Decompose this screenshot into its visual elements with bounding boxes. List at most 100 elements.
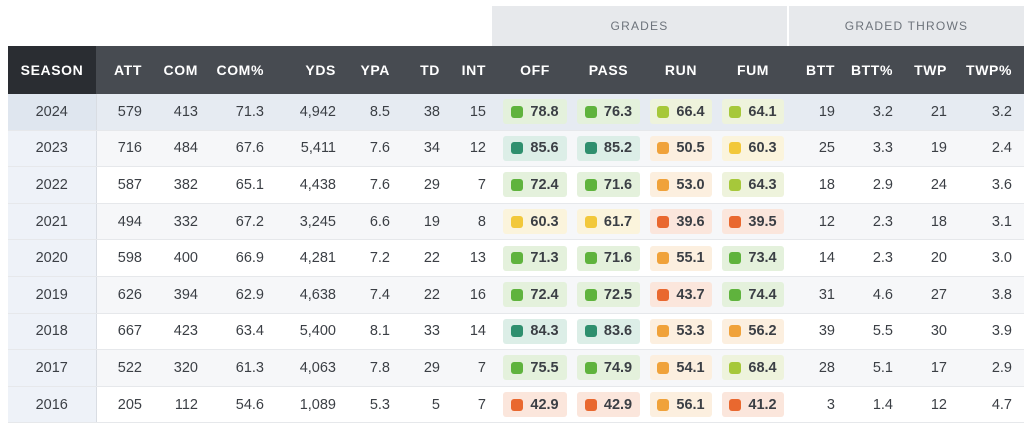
col-header-twp-pct[interactable]: TWP% [959,46,1024,94]
grade-chip: 55.1 [650,245,712,271]
season-stats-table: SEASON ATT COM COM% YDS YPA TD INT OFF P… [8,46,1024,423]
col-header-ypa[interactable]: YPA [348,46,402,94]
cell-att: 494 [96,203,154,241]
table-row[interactable]: 2017 522 320 61.3 4,063 7.8 29 7 75.5 74.9 54.1 68.… [8,349,1024,387]
grade-value: 60.3 [530,213,559,230]
cell-com: 112 [154,386,210,423]
cell-twp-pct: 3.1 [959,203,1024,241]
cell-grade-run: 55.1 [645,239,717,277]
graded-throws-group-header: GRADED THROWS [789,6,1024,46]
col-header-att[interactable]: ATT [96,46,154,94]
grade-value: 42.9 [530,396,559,413]
table-row[interactable]: 2018 667 423 63.4 5,400 8.1 33 14 84.3 83.6 53.3 56… [8,313,1024,351]
table-row[interactable]: 2019 626 394 62.9 4,638 7.4 22 16 72.4 72.5 43.7 74… [8,276,1024,314]
cell-int: 16 [452,276,498,314]
col-header-com[interactable]: COM [154,46,210,94]
cell-int: 15 [452,94,498,131]
grade-value: 74.9 [603,359,633,376]
grade-chip: 71.6 [577,172,640,198]
grade-value: 72.4 [530,286,559,303]
grade-color-square-icon [584,361,597,374]
cell-com-pct: 61.3 [210,349,276,387]
cell-com-pct: 63.4 [210,313,276,351]
col-header-btt-pct[interactable]: BTT% [847,46,905,94]
grade-value: 39.5 [748,213,777,230]
cell-season: 2021 [8,203,97,241]
cell-btt: 25 [789,130,847,168]
cell-com-pct: 65.1 [210,166,276,204]
table-row[interactable]: 2021 494 332 67.2 3,245 6.6 19 8 60.3 61.7 39.6 39.… [8,203,1024,241]
cell-yds: 4,438 [276,166,348,204]
grade-chip: 60.3 [722,135,784,161]
cell-grade-fum: 74.4 [717,276,789,314]
cell-grade-fum: 41.2 [717,386,789,423]
cell-ypa: 7.8 [348,349,402,387]
cell-att: 626 [96,276,154,314]
grade-chip: 72.4 [503,282,567,308]
grade-chip: 39.5 [722,209,784,235]
grade-color-square-icon [584,398,597,411]
cell-grade-fum: 73.4 [717,239,789,277]
grade-value: 54.1 [676,359,705,376]
grade-color-square-icon [511,398,524,411]
cell-grade-off: 85.6 [498,130,572,168]
grade-value: 55.1 [676,250,705,267]
grade-value: 84.3 [530,323,559,340]
cell-yds: 3,245 [276,203,348,241]
grade-color-square-icon [657,178,670,191]
table-row[interactable]: 2020 598 400 66.9 4,281 7.2 22 13 71.3 71.6 55.1 73… [8,239,1024,277]
col-header-season[interactable]: SEASON [8,46,96,94]
col-header-td[interactable]: TD [402,46,452,94]
grade-value: 71.3 [530,250,559,267]
grade-chip: 68.4 [722,355,784,381]
col-header-yds[interactable]: YDS [276,46,348,94]
cell-twp-pct: 2.9 [959,349,1024,387]
cell-grade-pass: 71.6 [572,239,645,277]
grade-color-square-icon [584,105,597,118]
col-header-com-pct[interactable]: COM% [210,46,276,94]
cell-grade-run: 53.0 [645,166,717,204]
table-row[interactable]: 2022 587 382 65.1 4,438 7.6 29 7 72.4 71.6 53.0 64.… [8,166,1024,204]
col-header-run[interactable]: RUN [645,46,717,94]
cell-grade-pass: 76.3 [572,94,645,131]
cell-twp: 17 [905,349,959,387]
cell-season: 2020 [8,239,97,277]
grade-chip: 54.1 [650,355,712,381]
cell-yds: 4,638 [276,276,348,314]
col-header-off[interactable]: OFF [498,46,572,94]
cell-season: 2016 [8,386,97,423]
grade-value: 43.7 [676,286,705,303]
cell-season: 2019 [8,276,97,314]
grade-color-square-icon [657,142,670,155]
grade-chip: 71.6 [577,245,640,271]
col-header-fum[interactable]: FUM [717,46,789,94]
grade-chip: 78.8 [503,99,567,125]
table-row[interactable]: 2016 205 112 54.6 1,089 5.3 5 7 42.9 42.9 56.1 41.2… [8,386,1024,423]
col-header-twp[interactable]: TWP [905,46,959,94]
table-row[interactable]: 2023 716 484 67.6 5,411 7.6 34 12 85.6 85.2 50.5 60… [8,130,1024,168]
grade-color-square-icon [584,325,597,338]
cell-grade-off: 78.8 [498,94,572,131]
col-header-int[interactable]: INT [452,46,498,94]
grade-chip: 56.1 [650,392,712,418]
grade-value: 76.3 [603,103,633,120]
cell-com: 394 [154,276,210,314]
col-header-btt[interactable]: BTT [789,46,847,94]
cell-grade-run: 54.1 [645,349,717,387]
grade-value: 50.5 [676,140,705,157]
grade-chip: 72.4 [503,172,567,198]
cell-twp: 30 [905,313,959,351]
grade-chip: 84.3 [503,318,567,344]
table-row[interactable]: 2024 579 413 71.3 4,942 8.5 38 15 78.8 76.3 66.4 64… [8,94,1024,131]
cell-season: 2024 [8,94,97,131]
cell-grade-off: 75.5 [498,349,572,387]
col-header-pass[interactable]: PASS [572,46,645,94]
grade-value: 78.8 [530,103,559,120]
cell-twp-pct: 3.2 [959,94,1024,131]
cell-grade-fum: 60.3 [717,130,789,168]
cell-btt: 18 [789,166,847,204]
cell-btt: 39 [789,313,847,351]
grade-color-square-icon [584,252,597,265]
cell-int: 14 [452,313,498,351]
